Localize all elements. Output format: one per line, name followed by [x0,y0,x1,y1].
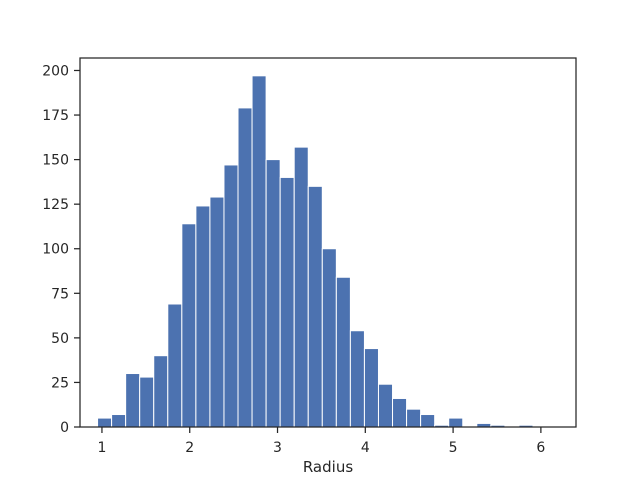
y-tick-label: 75 [51,286,69,302]
x-tick-label: 2 [185,440,194,456]
histogram-bar [392,397,408,428]
histogram-bar [265,159,281,428]
histogram-bar [279,176,295,428]
histogram-bar [321,248,337,428]
y-tick-label: 0 [60,420,69,436]
histogram-bar [377,383,394,428]
y-tick-label: 125 [42,197,69,213]
histogram-bar [125,373,141,428]
x-tick-label: 1 [97,440,106,456]
bars-group [97,75,534,428]
y-axis-ticks: 0 25 50 75 100 125 150 175 200 [42,63,80,436]
histogram-bar [223,164,239,428]
histogram-bar [237,107,253,428]
y-tick-label: 50 [51,331,69,347]
histogram-bar [251,75,267,428]
y-tick-label: 175 [42,108,69,124]
x-axis-label: Radius [303,458,353,476]
x-axis-ticks: 1 2 3 4 5 6 [97,427,545,456]
histogram-bar [335,276,351,428]
histogram-bar [420,414,436,428]
histogram-bar [406,408,422,428]
histogram-bar [111,414,127,428]
x-tick-label: 4 [361,440,370,456]
histogram-bar [307,185,323,428]
histogram-bar [139,376,155,428]
histogram-bar [293,146,309,428]
histogram-bar [448,417,464,428]
x-tick-label: 3 [273,440,282,456]
x-tick-label: 6 [536,440,545,456]
y-tick-label: 25 [51,375,69,391]
x-tick-label: 5 [449,440,458,456]
y-tick-label: 150 [42,153,69,169]
histogram-bar [181,223,197,428]
histogram-bar [195,205,211,428]
histogram-bar [209,196,225,428]
histogram-bar [349,330,365,428]
y-tick-label: 100 [42,242,69,258]
histogram-bar [97,417,113,428]
histogram-bar [153,355,169,428]
plot-frame [79,57,577,428]
histogram-bar [363,348,379,428]
histogram-bar [167,303,183,428]
y-tick-label: 200 [42,63,69,79]
